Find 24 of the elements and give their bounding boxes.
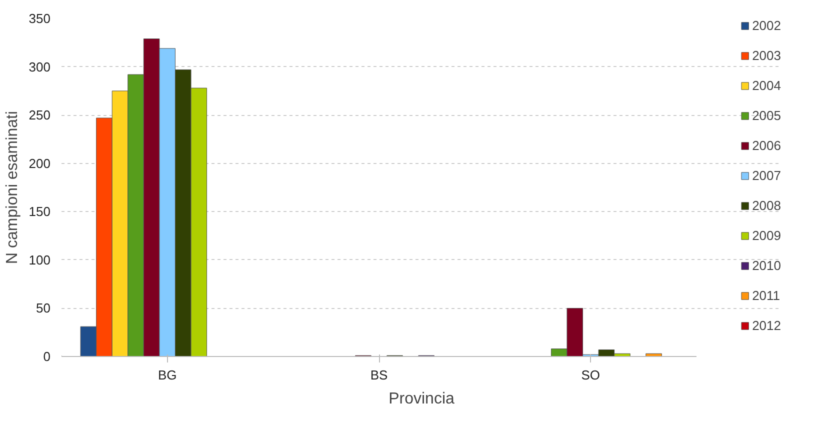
- legend-label: 2011: [752, 288, 780, 303]
- y-tick-label: 300: [28, 59, 51, 74]
- x-axis-title: Provincia: [388, 390, 455, 408]
- x-tick-label: BG: [158, 368, 177, 382]
- y-tick-label: 350: [28, 11, 51, 26]
- legend-label: 2002: [752, 18, 781, 33]
- legend-label: 2010: [752, 258, 781, 273]
- y-tick-label: 0: [43, 349, 51, 364]
- legend-label: 2003: [752, 48, 781, 63]
- x-tick-label: BS: [370, 368, 388, 382]
- legend-label: 2008: [752, 198, 781, 213]
- y-tick-label: 100: [28, 252, 51, 268]
- y-tick-label: 200: [28, 156, 51, 171]
- legend-label: 2009: [752, 228, 781, 243]
- legend-label: 2012: [752, 318, 781, 333]
- legend-label: 2005: [752, 108, 781, 123]
- x-tick-label: SO: [581, 368, 600, 382]
- legend-label: 2006: [752, 138, 781, 153]
- legend-label: 2004: [752, 78, 781, 93]
- legend-label: 2007: [752, 168, 781, 183]
- y-tick-label: 250: [28, 108, 51, 123]
- y-tick-label: 50: [36, 300, 51, 316]
- y-axis-title: N campioni esaminati: [4, 111, 21, 264]
- y-tick-label: 150: [28, 204, 51, 220]
